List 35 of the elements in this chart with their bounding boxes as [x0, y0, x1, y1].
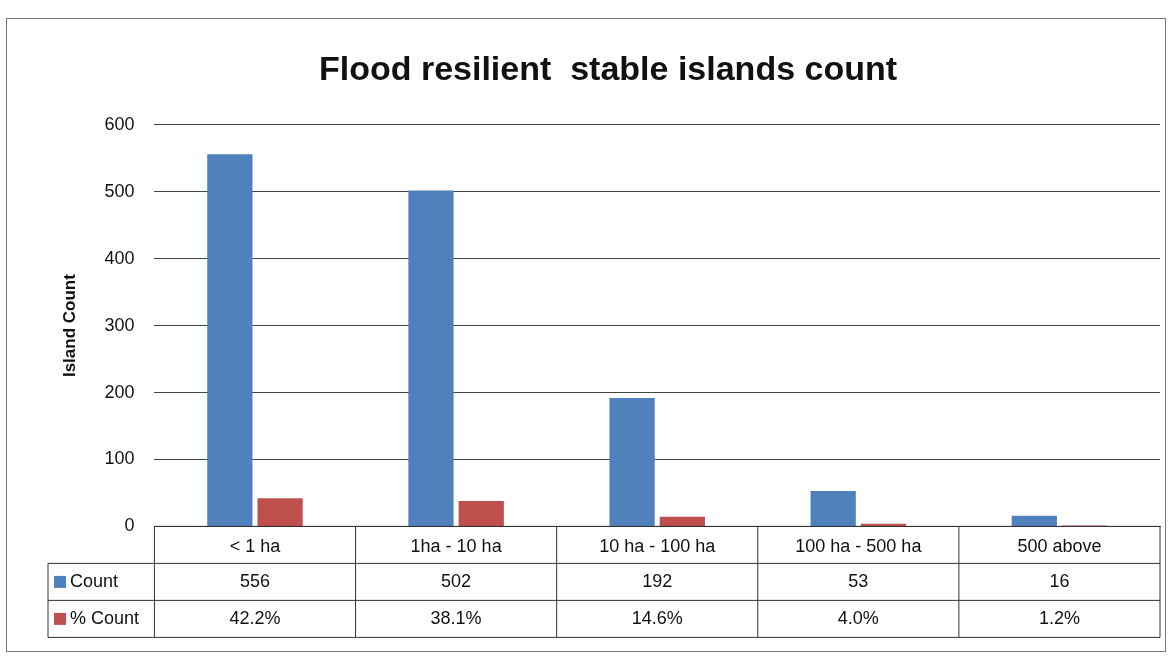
legend-label: Count: [70, 570, 119, 591]
data-label: 192: [642, 570, 673, 591]
x-tick-label: < 1 ha: [229, 536, 282, 557]
bar: [207, 154, 253, 526]
x-tick-label: 100 ha - 500 ha: [795, 536, 923, 557]
y-tick-label: 600: [104, 113, 135, 134]
bar: [609, 397, 655, 526]
y-tick-label: 0: [124, 515, 135, 536]
data-label: 1.2%: [1038, 607, 1080, 628]
y-tick-label: 500: [104, 180, 135, 201]
bar: [458, 500, 504, 526]
data-label: 42.2%: [229, 607, 281, 628]
legend-label: % Count: [70, 607, 140, 628]
data-label: 556: [239, 570, 271, 591]
bar: [1011, 515, 1057, 526]
y-tick-label: 100: [104, 448, 135, 469]
data-label: 14.6%: [631, 607, 683, 628]
y-tick-label: 400: [104, 247, 135, 268]
data-label: 53: [848, 570, 869, 591]
bar: [659, 516, 705, 526]
y-tick-label: 200: [104, 381, 135, 402]
data-label: 502: [441, 570, 472, 591]
y-axis-title: Island Count: [59, 273, 79, 378]
data-label: 16: [1049, 570, 1070, 591]
x-tick-label: 10 ha - 100 ha: [599, 536, 717, 557]
y-tick-label: 300: [104, 314, 135, 335]
bar: [860, 523, 907, 526]
bar: [408, 190, 454, 526]
data-label: 4.0%: [837, 607, 879, 628]
bar: [257, 498, 303, 526]
data-label: 38.1%: [430, 607, 482, 628]
x-tick-label: 1ha - 10 ha: [410, 536, 503, 557]
chart-title: Flood resilient stable islands count: [318, 48, 898, 87]
bar: [810, 490, 856, 526]
x-tick-label: 500 above: [1017, 536, 1102, 557]
